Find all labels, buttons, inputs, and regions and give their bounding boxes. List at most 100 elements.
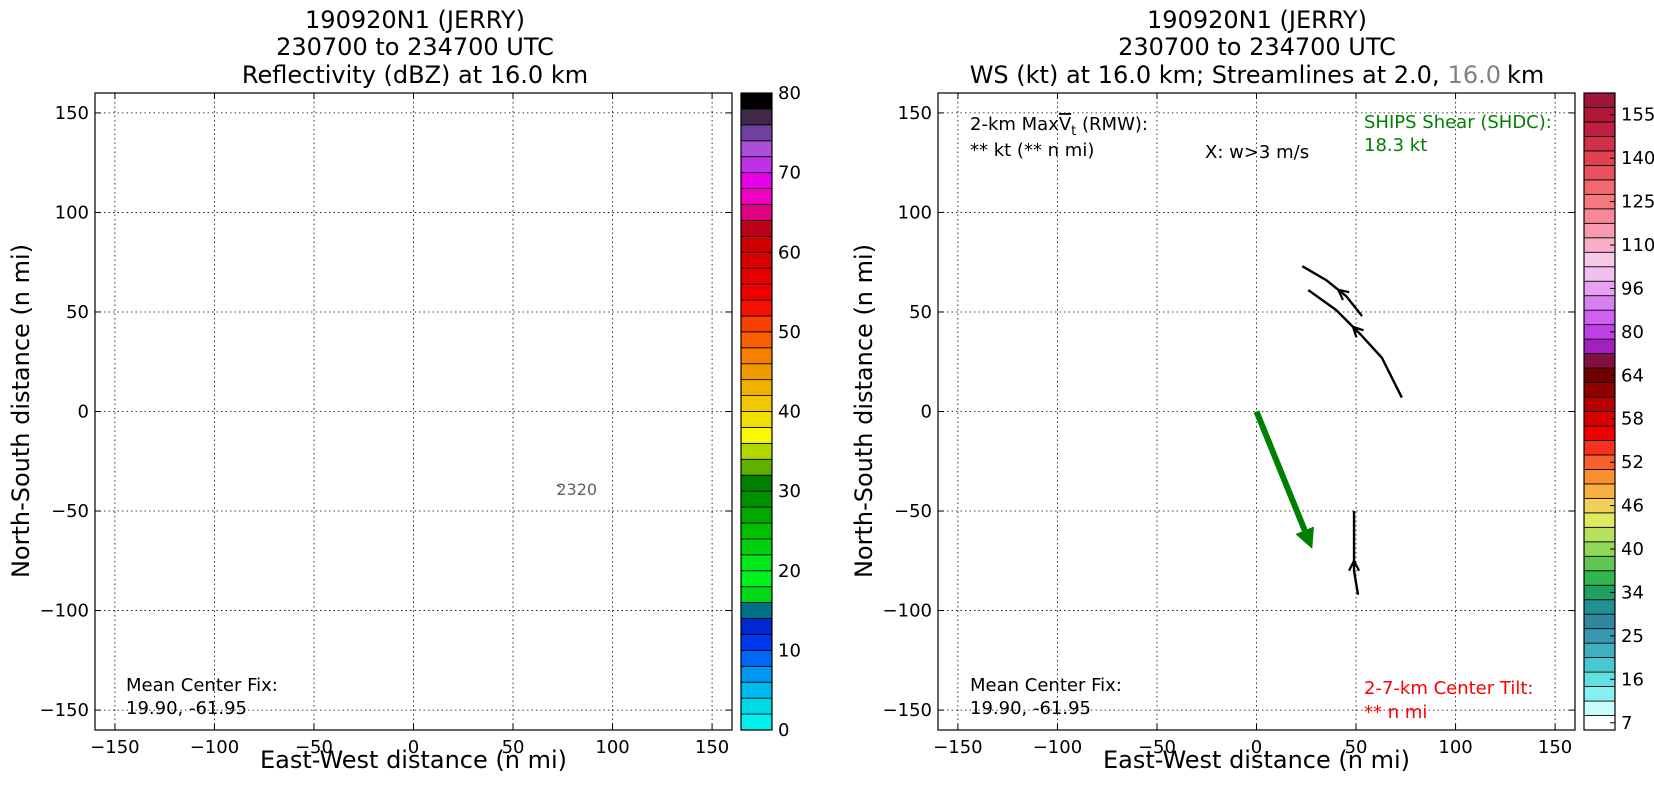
reflectivity-colorbar: 0 10 20 30 40 50 60 70 80	[740, 83, 801, 741]
right-colorbar-segment	[1583, 469, 1616, 485]
right-colorbar-segment	[1583, 309, 1616, 326]
left-colorbar-segment	[740, 156, 773, 174]
left-colorbar-tick-label: 40	[778, 402, 801, 423]
left-colorbar-segment	[740, 554, 773, 572]
right-colorbar-segment	[1583, 642, 1616, 659]
right-colorbar-tick-label: 7	[1621, 713, 1632, 734]
right-colorbar-segment	[1583, 396, 1616, 412]
streamline-arrowhead	[1336, 288, 1350, 301]
ships-shear-value: 18.3 kt	[1364, 135, 1427, 156]
left-colorbar-segment	[740, 299, 773, 317]
left-colorbar-tick-label: 30	[778, 481, 801, 502]
right-colorbar-segment	[1583, 338, 1616, 354]
right-x-tick-label: 50	[1345, 737, 1368, 758]
right-x-tick-label: 100	[1438, 737, 1472, 758]
right-colorbar-tick-label: 64	[1621, 365, 1644, 386]
left-gridlines	[95, 93, 732, 730]
right-colorbar-segment	[1583, 440, 1616, 456]
right-center-fix-label: Mean Center Fix:	[970, 675, 1122, 696]
shear-arrow-head	[1295, 526, 1314, 549]
left-colorbar-segment	[740, 395, 773, 412]
streamlines-and-shear	[1253, 265, 1403, 595]
left-colorbar-tick-label: 20	[778, 561, 801, 582]
right-axis-ticks: −150 −100 −50 0 50 100 150 −150 −100 −50 0 50 100 150	[883, 93, 1575, 758]
right-colorbar-segment	[1583, 382, 1616, 398]
right-colorbar-segment	[1583, 570, 1616, 586]
left-center-fix-value: 19.90, -61.95	[126, 698, 247, 719]
right-title-line3-main: WS (kt) at 16.0 km; Streamlines at 2.0,	[970, 61, 1440, 89]
left-colorbar-segment	[740, 108, 773, 126]
right-colorbar-segment	[1583, 657, 1616, 673]
right-y-tick-label: 0	[921, 402, 932, 423]
left-colorbar-segment	[740, 442, 773, 460]
left-colorbar-tick-label: 80	[778, 83, 801, 104]
right-center-fix-value: 19.90, -61.95	[970, 698, 1091, 719]
left-colorbar-segment	[740, 697, 773, 715]
right-title-line3-unit: km	[1507, 61, 1544, 89]
left-x-tick-label: 150	[695, 737, 729, 758]
right-x-tick-label: −100	[1033, 737, 1082, 758]
left-colorbar-segment	[740, 713, 773, 731]
right-colorbar-segment	[1583, 266, 1616, 282]
right-colorbar-segment	[1583, 526, 1616, 543]
left-colorbar-segment	[740, 634, 773, 651]
left-x-tick-label: 100	[595, 737, 629, 758]
left-y-tick-label: 100	[55, 202, 89, 223]
right-colorbar-tick-label: 34	[1621, 582, 1644, 603]
left-axis-ticks: −150 −100 −50 0 50 100 150 −150 −100 −50 0 50 100 150	[40, 93, 732, 758]
left-colorbar-segment	[740, 602, 773, 619]
right-colorbar-segment	[1583, 353, 1616, 369]
streamline-arrowhead	[1348, 558, 1361, 572]
left-colorbar-segment	[740, 411, 773, 428]
right-colorbar-tick-label: 16	[1621, 669, 1644, 690]
maxvt-label-prefix: 2-km Max	[970, 114, 1059, 135]
right-colorbar-tick-label: 46	[1621, 496, 1644, 517]
left-y-tick-label: −50	[51, 501, 89, 522]
left-colorbar-segment	[740, 283, 773, 301]
right-colorbar-tick-label: 155	[1621, 105, 1654, 126]
right-x-tick-label: 0	[1251, 737, 1262, 758]
right-title-line1: 190920N1 (JERRY)	[1147, 6, 1367, 34]
center-tilt-value: ** n mi	[1364, 702, 1427, 723]
streamline-arrowhead	[1351, 325, 1364, 338]
left-colorbar-segment	[740, 251, 773, 269]
left-colorbar-segment	[740, 474, 773, 492]
left-colorbar-segment	[740, 379, 773, 396]
maxvt-value: ** kt (** n mi)	[970, 140, 1094, 161]
left-colorbar-segment	[740, 681, 773, 699]
time-annotation-label: 2320	[556, 480, 597, 499]
right-colorbar-segment	[1583, 222, 1616, 239]
maxvt-label-suffix: (RMW):	[1076, 114, 1148, 135]
right-colorbar-segment	[1583, 700, 1616, 716]
right-colorbar-segment	[1583, 555, 1616, 572]
left-colorbar-segment	[740, 331, 773, 349]
left-colorbar-segment	[740, 267, 773, 285]
left-colorbar-segment	[740, 522, 773, 540]
left-y-tick-label: 50	[66, 302, 89, 323]
left-colorbar-segment	[740, 315, 773, 333]
left-colorbar-segment	[740, 458, 773, 476]
right-y-tick-label: −150	[883, 700, 932, 721]
left-x-axis-label: East-West distance (n mi)	[260, 746, 567, 774]
left-colorbar-segment	[740, 204, 773, 221]
right-x-tick-label: −50	[1138, 737, 1176, 758]
wind-speed-panel: 190920N1 (JERRY) 230700 to 234700 UTC WS…	[850, 6, 1654, 774]
left-colorbar-tick-label: 10	[778, 640, 801, 661]
left-y-tick-label: 150	[55, 103, 89, 124]
left-colorbar-segment	[740, 235, 773, 253]
left-y-tick-label: −150	[40, 700, 89, 721]
right-title-line2: 230700 to 234700 UTC	[1118, 33, 1396, 61]
left-title-line1: 190920N1 (JERRY)	[305, 6, 525, 34]
left-x-tick-label: −50	[295, 737, 333, 758]
right-colorbar-tick-label: 40	[1621, 539, 1644, 560]
left-center-fix-label: Mean Center Fix:	[126, 675, 278, 696]
left-colorbar-segment	[740, 219, 773, 237]
left-title-line3: Reflectivity (dBZ) at 16.0 km	[242, 61, 588, 89]
right-colorbar-tick-label: 25	[1621, 626, 1644, 647]
maxvt-label-v: V	[1059, 114, 1072, 135]
center-tilt-label: 2-7-km Center Tilt:	[1364, 678, 1533, 699]
left-colorbar-tick-label: 60	[778, 242, 801, 263]
right-y-tick-label: 150	[898, 103, 932, 124]
left-colorbar-segment	[740, 172, 773, 189]
left-colorbar-segment	[740, 363, 773, 381]
